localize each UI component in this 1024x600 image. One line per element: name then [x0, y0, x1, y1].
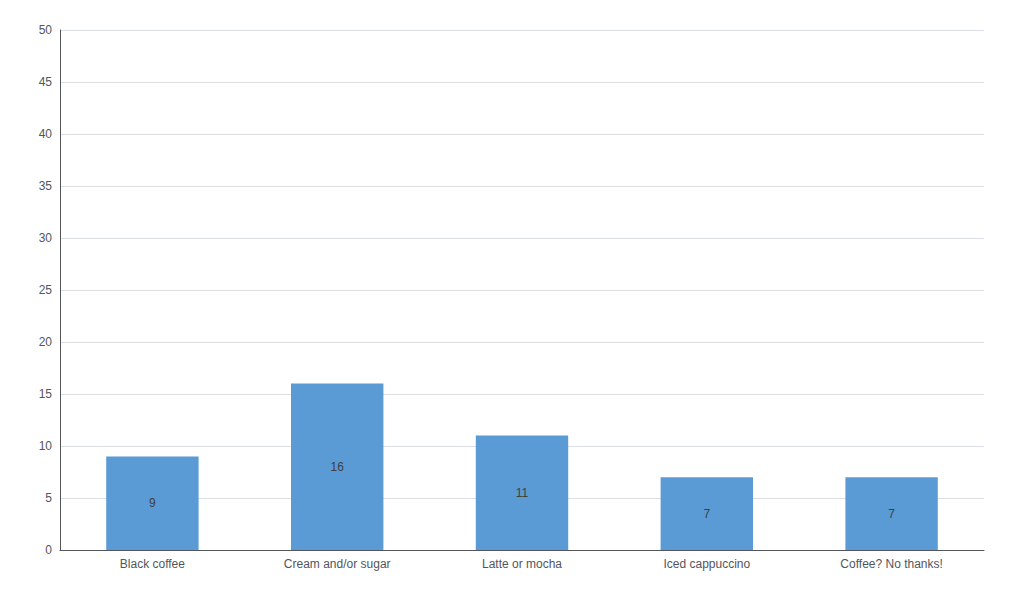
svg-text:15: 15 [39, 387, 53, 401]
svg-text:20: 20 [39, 335, 53, 349]
svg-text:50: 50 [39, 23, 53, 37]
svg-text:9: 9 [149, 496, 156, 510]
svg-text:7: 7 [888, 507, 895, 521]
svg-text:10: 10 [39, 439, 53, 453]
svg-text:25: 25 [39, 283, 53, 297]
svg-text:45: 45 [39, 75, 53, 89]
svg-text:35: 35 [39, 179, 53, 193]
svg-text:11: 11 [516, 486, 529, 500]
svg-text:Latte or mocha: Latte or mocha [482, 557, 562, 571]
svg-text:7: 7 [703, 507, 710, 521]
svg-text:Coffee? No thanks!: Coffee? No thanks! [840, 557, 943, 571]
svg-text:30: 30 [39, 231, 53, 245]
svg-text:0: 0 [45, 543, 52, 557]
svg-text:5: 5 [45, 491, 52, 505]
svg-text:Black coffee: Black coffee [120, 557, 185, 571]
svg-text:40: 40 [39, 127, 53, 141]
svg-text:Cream and/or sugar: Cream and/or sugar [284, 557, 391, 571]
svg-text:16: 16 [331, 460, 345, 474]
svg-text:Iced cappuccino: Iced cappuccino [663, 557, 750, 571]
